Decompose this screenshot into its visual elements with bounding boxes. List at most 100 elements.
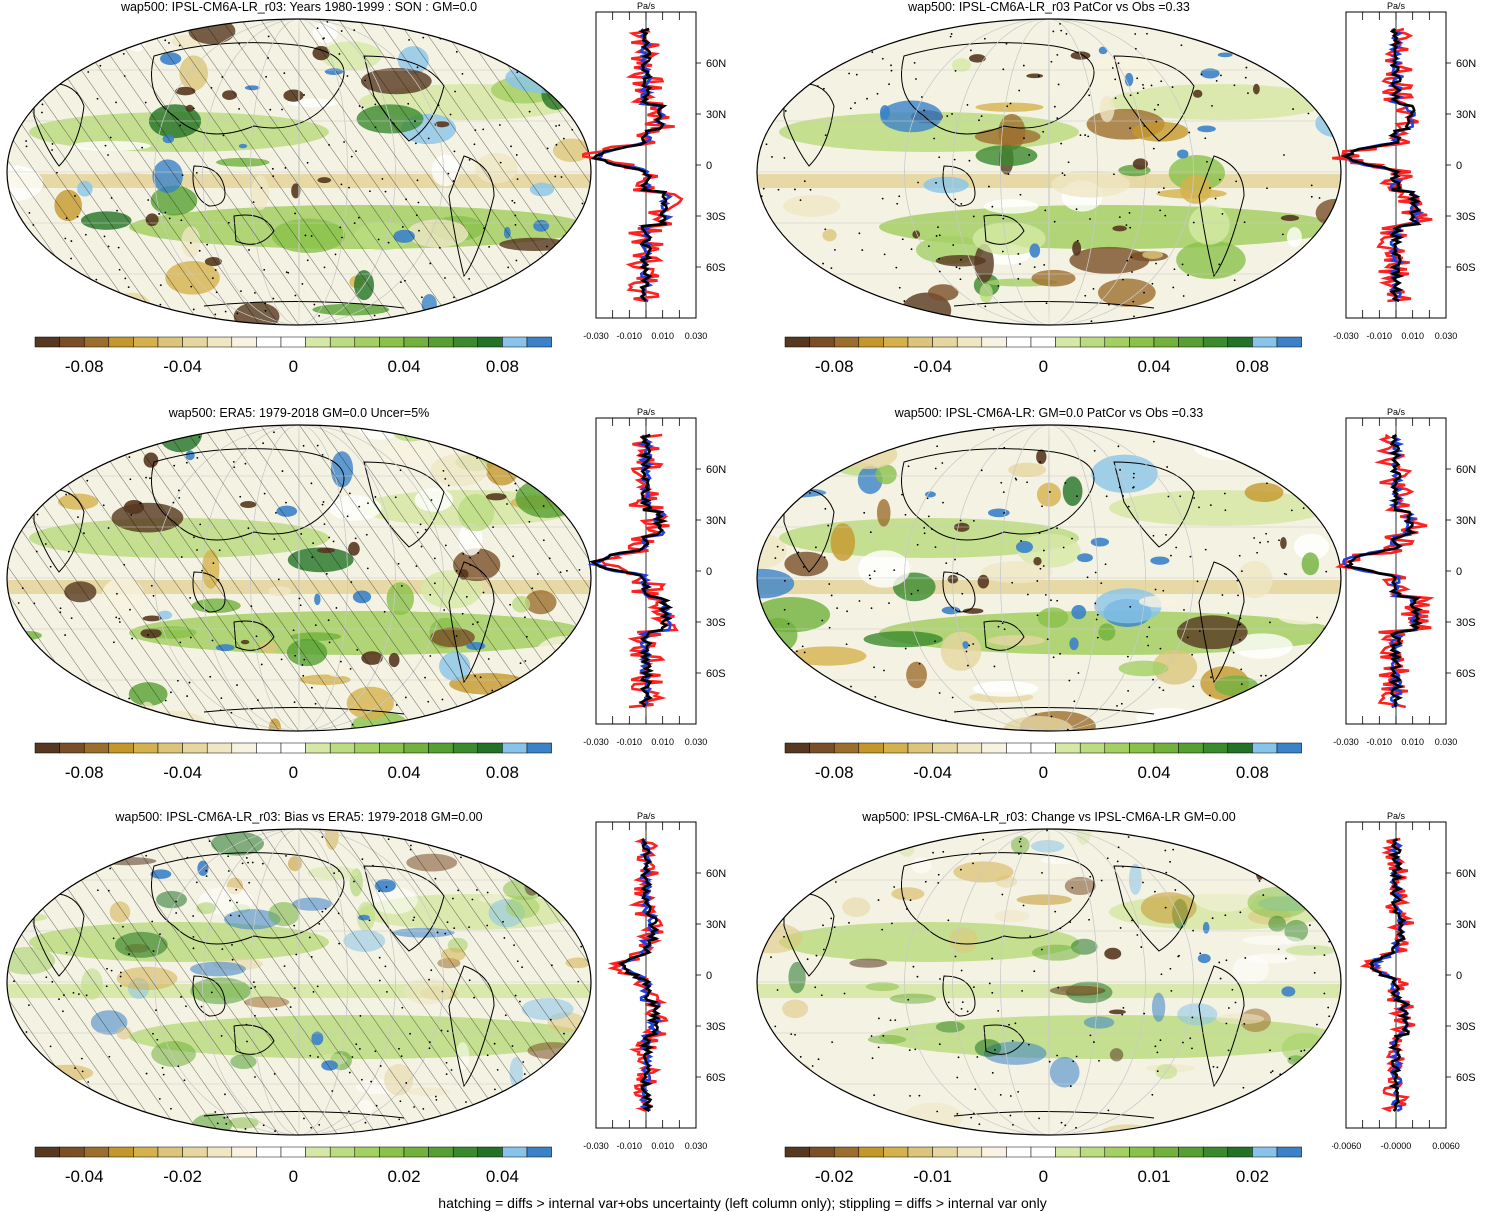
stipple-dot (573, 444, 576, 447)
colorbar-swatch (858, 336, 884, 348)
stipple-dot (482, 296, 485, 299)
stipple-dot (797, 1098, 799, 1101)
stipple-dot (1221, 213, 1224, 215)
field-blob (1036, 482, 1062, 507)
stipple-dot (762, 187, 765, 190)
colorbar-swatch (883, 742, 909, 754)
stipple-dot (565, 915, 568, 918)
stipple-dot (1227, 1007, 1230, 1009)
stipple-dot (1026, 481, 1028, 484)
stipple-dot (461, 838, 464, 841)
stipple-dot (1256, 551, 1259, 554)
stipple-dot (1060, 1121, 1063, 1124)
stipple-dot (863, 511, 866, 514)
stipple-dot (845, 643, 848, 646)
stipple-dot (968, 159, 971, 162)
stipple-dot (1122, 1007, 1125, 1009)
stipple-dot (1313, 971, 1316, 974)
coastline (901, 448, 1095, 541)
stipple-dot (910, 593, 913, 595)
stipple-dot (1002, 491, 1005, 494)
stipple-dot (1050, 599, 1052, 602)
field-blob (757, 1072, 801, 1103)
stipple-dot (1298, 273, 1301, 276)
stipple-dot (29, 1048, 32, 1051)
stipple-dot (936, 1110, 939, 1113)
stipple-dot (871, 51, 874, 54)
stipple-dot (1142, 84, 1144, 86)
field-blob (972, 222, 1046, 256)
stipple-dot (1288, 1057, 1291, 1060)
map-plot (756, 424, 1342, 732)
stipple-dot (784, 579, 786, 582)
stipple-dot (93, 458, 95, 461)
stipple-dot (1318, 197, 1321, 199)
stipple-dot (1258, 448, 1261, 451)
stipple-dot (1114, 78, 1117, 81)
colorbar-swatch (833, 742, 860, 754)
stipple-dot (1275, 675, 1277, 678)
stipple-dot (787, 622, 790, 625)
stipple-dot (433, 728, 436, 731)
stipple-dot (294, 422, 296, 423)
stipple-dot (806, 958, 809, 961)
chart-panel-5: wap500: IPSL-CM6A-LR_r03: Bias vs ERA5: … (4, 810, 744, 1210)
stipple-dot (1015, 478, 1018, 481)
stipple-dot (535, 879, 537, 882)
stipple-dot (1323, 954, 1326, 957)
stipple-dot (477, 429, 479, 432)
stipple-dot (1061, 172, 1064, 175)
stipple-dot (938, 692, 941, 694)
stipple-dot (1283, 572, 1286, 575)
stipple-dot (831, 1041, 834, 1044)
stipple-dot (1158, 686, 1161, 689)
stipple-dot (1132, 476, 1135, 479)
colorbar-swatch (1276, 336, 1302, 348)
field-blob (974, 127, 1041, 146)
stipple-dot (1198, 506, 1200, 509)
stipple-dot (428, 723, 431, 725)
stipple-dot (971, 827, 973, 829)
colorbar-swatch (809, 742, 835, 754)
stipple-dot (569, 645, 571, 648)
stipple-dot (478, 700, 480, 703)
stipple-dot (960, 1007, 963, 1010)
field-blob (914, 909, 954, 918)
coastline (1113, 865, 1195, 952)
stipple-dot (548, 707, 550, 710)
stipple-dot (64, 679, 67, 682)
field-blob (935, 1021, 965, 1033)
stipple-dot (535, 1109, 538, 1112)
field-blob (801, 829, 835, 847)
colorbar-tick-label: 0.04 (387, 357, 420, 376)
coastline (1113, 461, 1195, 548)
stipple-dot (997, 1009, 1000, 1012)
colorbar-swatch (1178, 1146, 1204, 1158)
stipple-dot (1310, 184, 1313, 187)
stipple-dot (1158, 191, 1160, 194)
colorbar-swatch (305, 742, 331, 754)
profile-unit: Pa/s (637, 407, 656, 417)
profile-line-obs (589, 433, 674, 708)
profile-xtick-label: 0.010 (651, 1141, 674, 1151)
stipple-dot (175, 430, 178, 433)
stipple-dot (888, 83, 890, 86)
hatching (7, 829, 591, 1135)
stipple-dot (893, 34, 896, 37)
stipple-dot (978, 1123, 981, 1126)
stipple-dot (1076, 239, 1079, 242)
field-blob (53, 34, 73, 49)
stipple-dot (558, 476, 561, 479)
stipple-dot (984, 305, 987, 308)
stipple-dot (1325, 492, 1328, 494)
stipple-dot (1038, 1117, 1041, 1120)
stipple-dot (848, 72, 850, 75)
field-blob (979, 283, 993, 303)
field-blob (1176, 240, 1246, 280)
stipple-dot (938, 234, 941, 237)
colorbar-swatch (182, 742, 208, 754)
stipple-dot (1151, 1093, 1154, 1096)
stipple-dot (822, 924, 824, 927)
field-blob (940, 631, 982, 671)
stipple-dot (565, 254, 567, 257)
